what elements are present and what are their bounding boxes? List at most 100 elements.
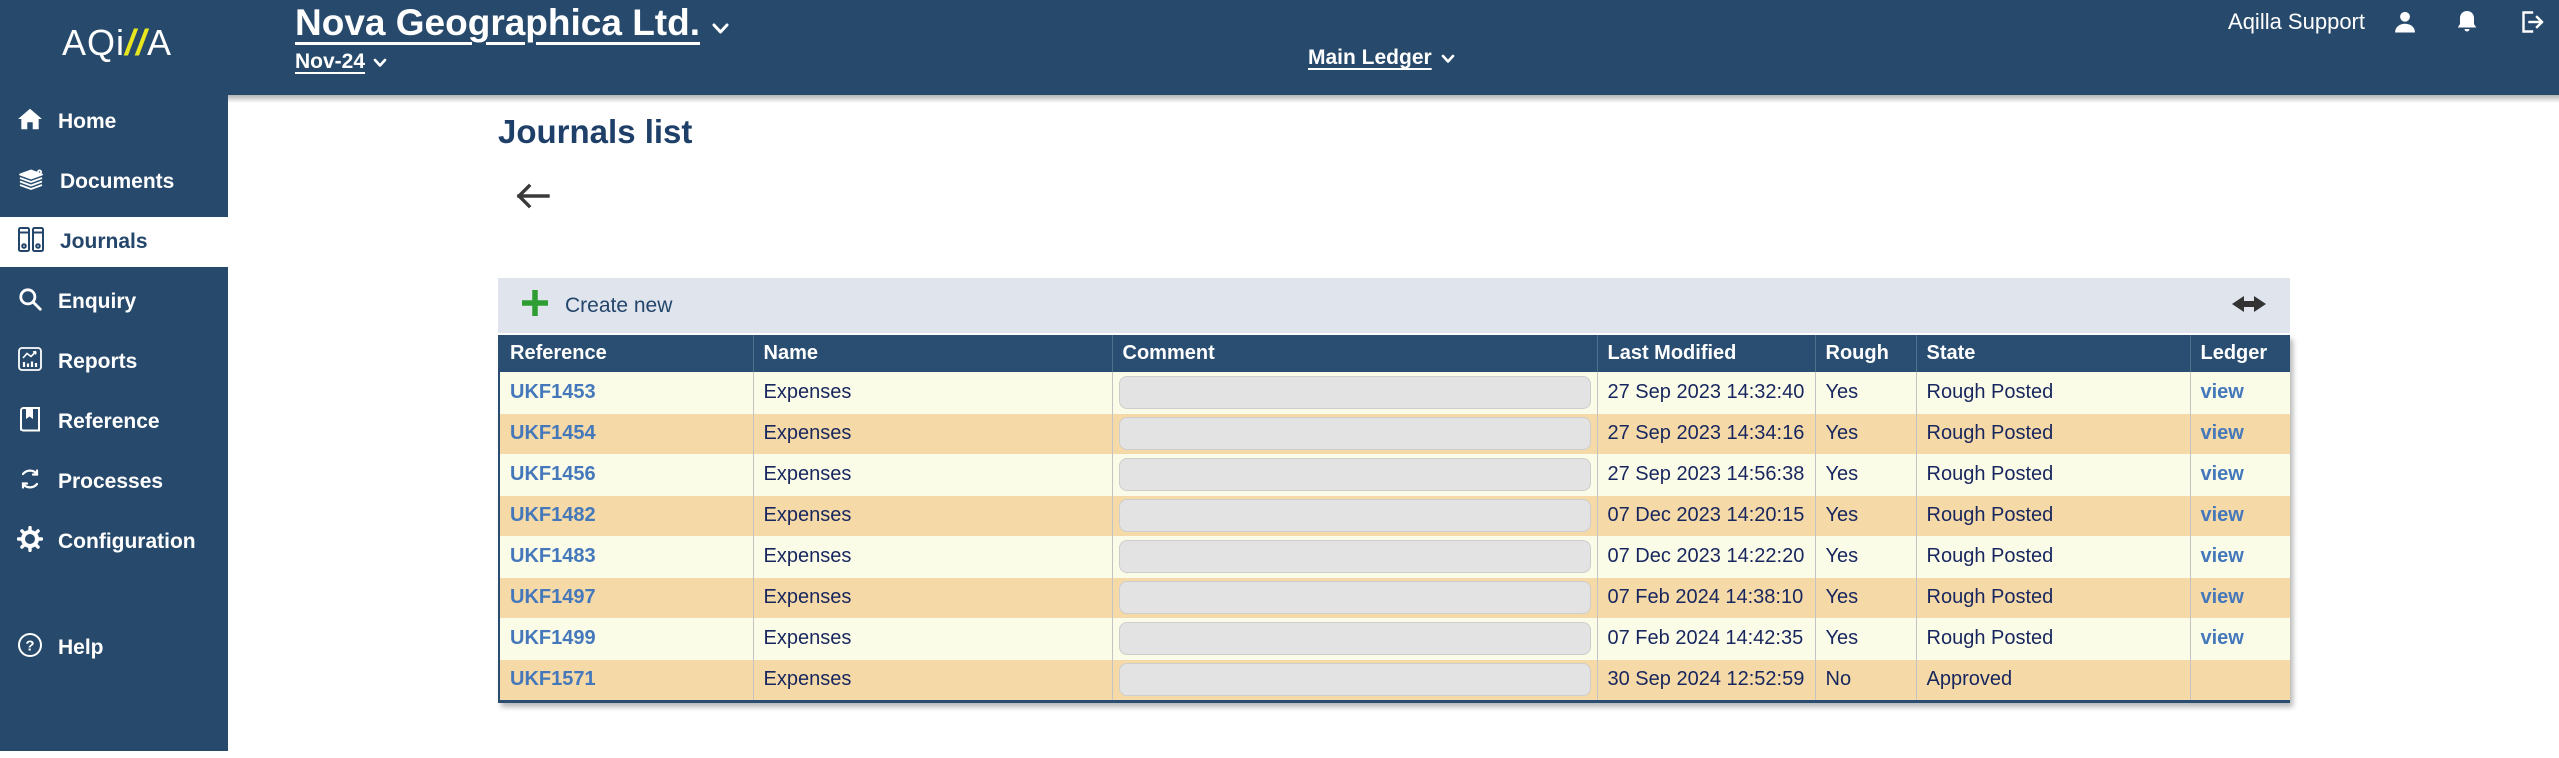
- view-link[interactable]: view: [2200, 422, 2244, 444]
- sidebar-item-enquiry[interactable]: Enquiry: [0, 277, 228, 327]
- name-cell: Expenses: [752, 412, 1112, 454]
- sidebar-item-home[interactable]: Home: [0, 97, 228, 147]
- comment-field: [1118, 499, 1591, 532]
- ledger-label: Main Ledger: [1308, 46, 1432, 69]
- period-label: Nov-24: [295, 50, 366, 73]
- state-cell: Rough Posted: [1915, 372, 2190, 413]
- sidebar-item-help[interactable]: ? Help: [0, 623, 228, 673]
- logout-icon[interactable]: [2519, 9, 2545, 35]
- table-row: UKF1454 Expenses 27 Sep 2023 14:34:16 Ye…: [500, 412, 2290, 454]
- user-icon[interactable]: [2391, 8, 2419, 36]
- ledger-selector[interactable]: Main Ledger: [1308, 46, 1455, 70]
- view-link[interactable]: view: [2200, 504, 2244, 526]
- chevron-down-icon: [373, 50, 387, 74]
- name-cell: Expenses: [752, 535, 1112, 577]
- page-title: Journals list: [498, 113, 693, 150]
- sidebar-nav: Home Documents Journals Enquiry: [0, 95, 228, 751]
- sidebar-item-processes[interactable]: Processes: [0, 457, 228, 507]
- column-header-ledger[interactable]: Ledger: [2189, 335, 2290, 372]
- table-header-row: Reference Name Comment Last Modified Rou…: [500, 335, 2290, 372]
- enquiry-icon: [17, 286, 43, 318]
- sidebar-item-journals[interactable]: Journals: [0, 217, 228, 267]
- comment-cell: [1111, 535, 1597, 577]
- journals-icon: [17, 226, 45, 259]
- column-header-rough[interactable]: Rough: [1814, 335, 1916, 372]
- comment-field: [1118, 417, 1591, 450]
- aqilla-logo: AQi//A: [62, 22, 172, 64]
- create-new-button[interactable]: Create new: [520, 288, 672, 324]
- user-name[interactable]: Aqilla Support: [2228, 9, 2365, 34]
- view-link[interactable]: view: [2200, 586, 2244, 608]
- view-link[interactable]: view: [2200, 463, 2244, 485]
- chevron-down-icon: [1441, 46, 1455, 70]
- table-row: UKF1571 Expenses 30 Sep 2024 12:52:59 No…: [500, 658, 2290, 700]
- sidebar-item-label: Processes: [58, 470, 164, 493]
- sidebar-item-label: Reference: [58, 410, 160, 433]
- rough-cell: Yes: [1814, 494, 1916, 536]
- view-link[interactable]: view: [2200, 545, 2244, 567]
- ledger-cell: view: [2189, 453, 2290, 495]
- processes-icon: [17, 466, 43, 498]
- reference-link[interactable]: UKF1571: [510, 668, 596, 691]
- column-header-comment[interactable]: Comment: [1111, 335, 1597, 372]
- reference-cell: UKF1453: [500, 372, 753, 413]
- reference-cell: UKF1483: [500, 535, 753, 577]
- sidebar-item-configuration[interactable]: Configuration: [0, 517, 228, 567]
- name-cell: Expenses: [752, 494, 1112, 536]
- column-header-name[interactable]: Name: [752, 335, 1112, 372]
- sidebar-item-label: Configuration: [58, 530, 196, 553]
- rough-cell: Yes: [1814, 372, 1916, 413]
- last-modified-cell: 07 Dec 2023 14:20:15: [1596, 494, 1815, 536]
- column-header-last-modified[interactable]: Last Modified: [1596, 335, 1815, 372]
- table-row: UKF1456 Expenses 27 Sep 2023 14:56:38 Ye…: [500, 453, 2290, 495]
- column-header-reference[interactable]: Reference: [500, 335, 753, 372]
- rough-cell: No: [1814, 658, 1916, 700]
- reference-link[interactable]: UKF1499: [510, 627, 596, 649]
- reference-icon: [17, 406, 43, 439]
- create-new-label: Create new: [565, 293, 673, 317]
- reference-link[interactable]: UKF1497: [510, 586, 596, 608]
- sidebar-item-label: Journals: [60, 230, 148, 253]
- view-link[interactable]: view: [2200, 380, 2244, 403]
- ledger-cell: view: [2189, 535, 2290, 577]
- last-modified-cell: 27 Sep 2023 14:56:38: [1596, 453, 1815, 495]
- reference-link[interactable]: UKF1454: [510, 422, 596, 444]
- state-cell: Rough Posted: [1915, 535, 2190, 577]
- reference-link[interactable]: UKF1456: [510, 463, 596, 485]
- column-header-state[interactable]: State: [1915, 335, 2190, 372]
- name-cell: Expenses: [752, 453, 1112, 495]
- company-name: Nova Geographica Ltd.: [295, 2, 701, 43]
- reference-link[interactable]: UKF1453: [510, 380, 596, 403]
- home-icon: [17, 106, 43, 138]
- name-cell: Expenses: [752, 576, 1112, 618]
- sidebar-item-label: Home: [58, 110, 117, 133]
- name-cell: Expenses: [752, 658, 1112, 700]
- rough-cell: Yes: [1814, 535, 1916, 577]
- company-selector[interactable]: Nova Geographica Ltd.: [295, 2, 729, 44]
- table-row: UKF1483 Expenses 07 Dec 2023 14:22:20 Ye…: [500, 535, 2290, 577]
- name-cell: Expenses: [752, 372, 1112, 413]
- view-link[interactable]: view: [2200, 627, 2244, 649]
- expand-columns-button[interactable]: [2230, 293, 2268, 318]
- state-cell: Rough Posted: [1915, 412, 2190, 454]
- sidebar-item-reports[interactable]: Reports: [0, 337, 228, 387]
- back-button[interactable]: [514, 183, 552, 212]
- rough-cell: Yes: [1814, 617, 1916, 659]
- bell-icon[interactable]: [2455, 9, 2479, 35]
- comment-field: [1118, 622, 1591, 655]
- rough-cell: Yes: [1814, 576, 1916, 618]
- comment-field: [1118, 540, 1591, 573]
- journals-table-area: Create new Reference Name Com: [498, 278, 2290, 703]
- comment-cell: [1111, 658, 1597, 700]
- reference-cell: UKF1482: [500, 494, 753, 536]
- sidebar-item-documents[interactable]: Documents: [0, 157, 228, 207]
- comment-cell: [1111, 372, 1597, 413]
- last-modified-cell: 07 Feb 2024 14:38:10: [1596, 576, 1815, 618]
- table-row: UKF1482 Expenses 07 Dec 2023 14:20:15 Ye…: [500, 494, 2290, 536]
- reference-link[interactable]: UKF1483: [510, 545, 596, 567]
- period-selector[interactable]: Nov-24: [295, 50, 387, 74]
- reference-link[interactable]: UKF1482: [510, 504, 596, 526]
- ledger-cell: [2189, 658, 2290, 700]
- comment-cell: [1111, 617, 1597, 659]
- sidebar-item-reference[interactable]: Reference: [0, 397, 228, 447]
